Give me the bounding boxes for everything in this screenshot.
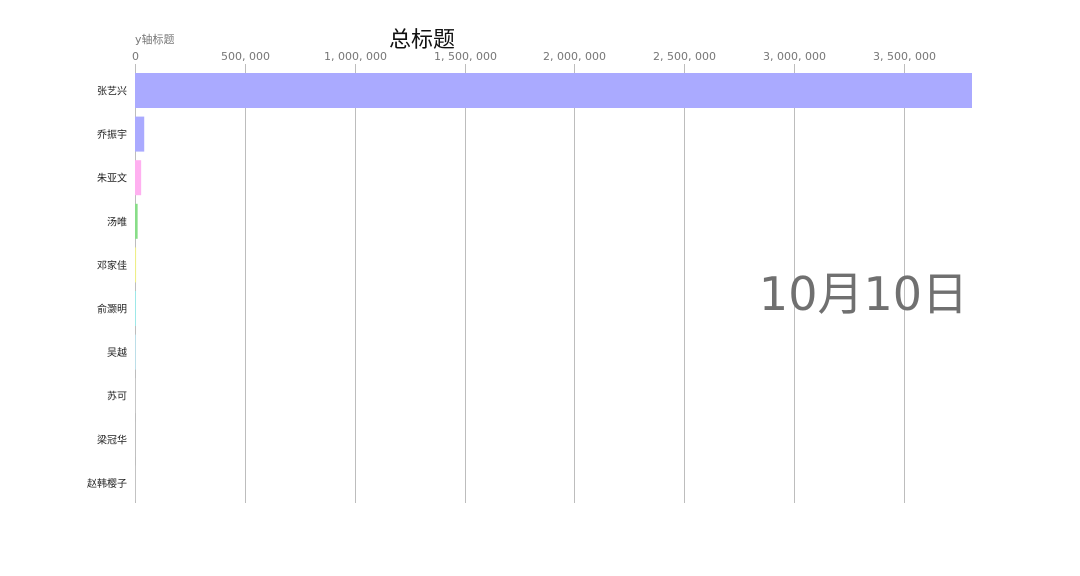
x-axis-ticks: 0 500, 000 1, 000, 000 1, 500, 000 2, 000, 0…: [132, 50, 936, 63]
x-tick-label: 3, 000, 000: [763, 50, 826, 63]
bar: [135, 291, 136, 326]
x-tick-label: 1, 000, 000: [324, 50, 387, 63]
category-label: 汤唯: [107, 215, 127, 228]
x-tick-label: 2, 500, 000: [653, 50, 716, 63]
date-label: 10月10日: [759, 267, 968, 321]
x-tick-label: 3, 500, 000: [873, 50, 936, 63]
x-tick-label: 1, 500, 000: [434, 50, 497, 63]
bar: [135, 160, 142, 196]
category-label: 乔振宇: [97, 128, 127, 141]
x-tick-label: 0: [132, 50, 139, 63]
category-label: 俞灏明: [97, 303, 127, 316]
category-label: 苏可: [107, 390, 127, 403]
category-label: 赵韩樱子: [87, 477, 127, 490]
grid-layer: [135, 64, 905, 503]
x-tick-label: 500, 000: [221, 50, 270, 63]
category-label: 吴越: [107, 346, 127, 359]
category-label: 朱亚文: [97, 172, 127, 185]
bar: [135, 116, 145, 152]
chart-title: 总标题: [389, 28, 455, 53]
x-tick-label: 2, 000, 000: [543, 50, 606, 63]
bar: [135, 247, 137, 283]
category-label: 邓家佳: [97, 259, 127, 272]
bar-layer: [135, 73, 972, 501]
bar: [135, 73, 972, 108]
category-label: 张艺兴: [97, 86, 127, 98]
y-axis-label: y轴标题: [135, 32, 175, 46]
bar: [135, 334, 136, 370]
bar: [135, 203, 138, 239]
category-label: 梁冠华: [97, 433, 127, 446]
